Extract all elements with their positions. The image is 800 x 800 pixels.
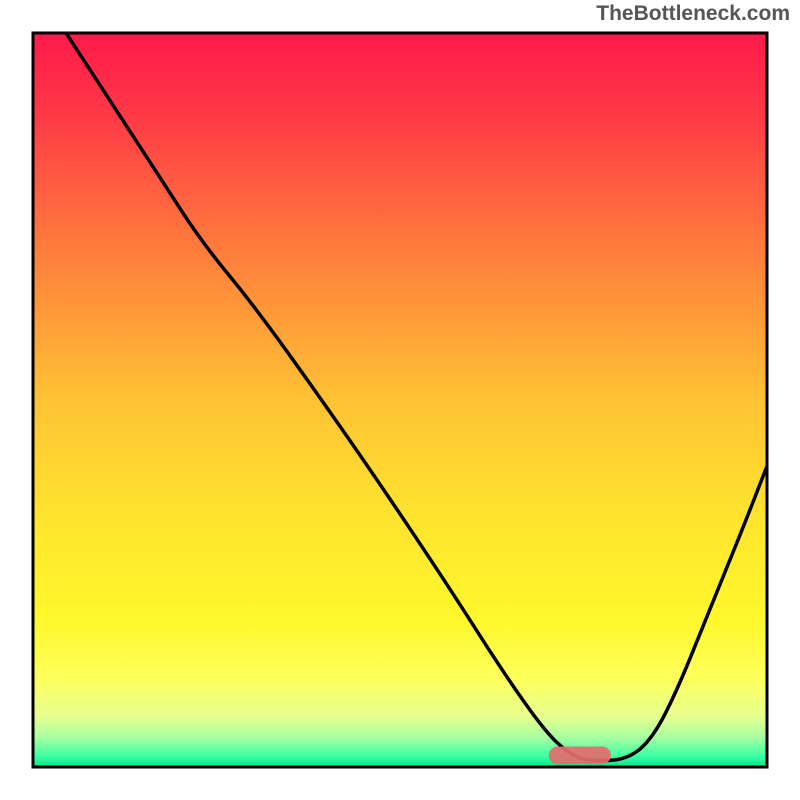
bottleneck-chart [0,0,800,800]
optimal-range-marker [549,746,611,764]
chart-container: { "watermark": "TheBottleneck.com", "cha… [0,0,800,800]
watermark-text: TheBottleneck.com [596,2,790,26]
gradient-background [33,33,767,767]
